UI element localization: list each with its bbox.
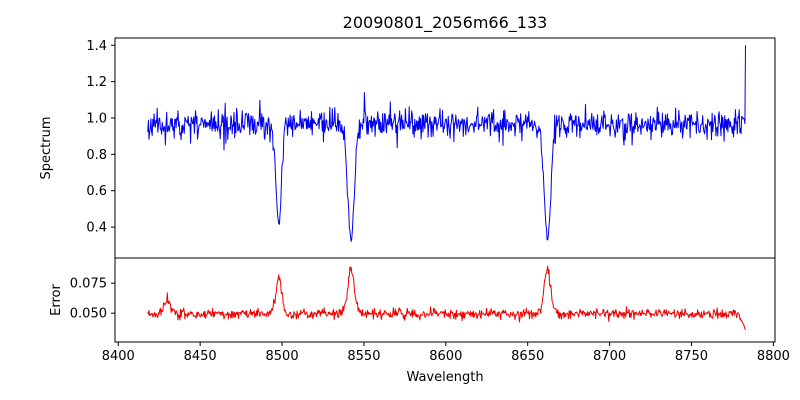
y-axis-label-error: Error (49, 284, 64, 316)
x-tick-label: 8700 (593, 349, 626, 364)
error-line (147, 265, 746, 331)
y-tick-label: 1.2 (86, 75, 107, 90)
y-axis-label-spectrum: Spectrum (39, 117, 54, 180)
y-tick-label: 1.0 (86, 112, 107, 127)
spectrum-line (147, 45, 746, 242)
y-tick-label: 0.6 (86, 184, 107, 199)
x-tick-label: 8500 (266, 349, 299, 364)
y-tick-label: 0.075 (70, 277, 107, 292)
x-tick-label: 8400 (102, 349, 135, 364)
spectrum-panel-border (114, 37, 776, 259)
axes-layer: 8400 8450 8500 8550 8600 8650 8700 8750 8800 0.4 0… (70, 37, 790, 364)
x-tick-label: 8450 (184, 349, 217, 364)
y-tick-label: 1.4 (86, 39, 107, 54)
x-tick-label: 8550 (347, 349, 380, 364)
x-tick-label: 8600 (429, 349, 462, 364)
x-tick-label: 8650 (511, 349, 544, 364)
y-tick-label: 0.8 (86, 148, 107, 163)
x-tick-label: 8750 (675, 349, 708, 364)
x-axis-label: Wavelength (406, 370, 483, 385)
chart-title: 20090801_2056m66_133 (343, 13, 548, 33)
x-tick-label: 8800 (757, 349, 790, 364)
error-panel-border (114, 257, 776, 343)
y-tick-label: 0.4 (86, 221, 107, 236)
y-tick-label: 0.050 (70, 307, 107, 322)
data-layer (147, 45, 746, 331)
